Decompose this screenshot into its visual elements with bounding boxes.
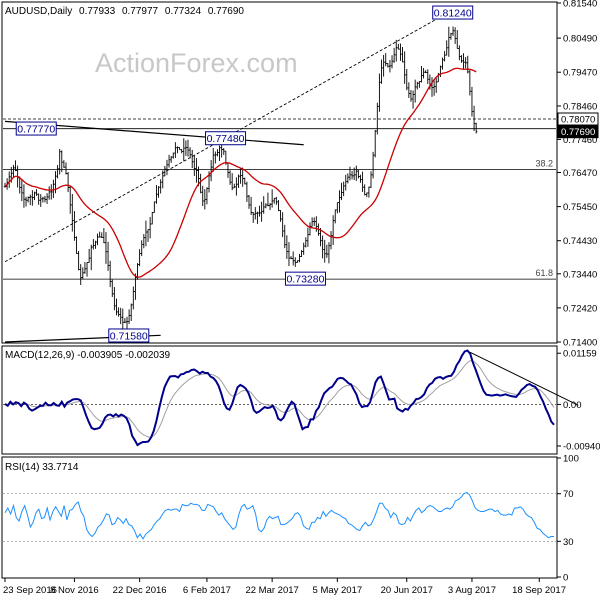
price-tag: 0.77690 (557, 125, 599, 139)
price-tick-label: 0.81540 (563, 0, 597, 10)
date-tick-label: 22 Dec 2016 (113, 585, 167, 596)
macd-panel-frame (1, 345, 558, 455)
price-annotation: 0.77480 (205, 131, 247, 146)
rsi-tick-label: 70 (563, 489, 574, 500)
date-tick-label: 3 Aug 2017 (448, 585, 496, 596)
price-tick-label: 0.78460 (563, 101, 597, 112)
price-tick-label: 0.79470 (563, 68, 597, 79)
watermark: ActionForex.com (95, 48, 298, 78)
price-tick-label: 0.74430 (563, 236, 597, 247)
ohlc-bars (3, 26, 478, 332)
date-tick-label: 8 Nov 2016 (50, 585, 99, 596)
rsi-title: RSI(14) 33.7714 (5, 462, 79, 473)
price-tick-label: 0.75450 (563, 202, 597, 213)
price-tick-label: 0.71400 (563, 338, 597, 349)
price-annotation: 0.77770 (15, 121, 57, 136)
macd-signal-line (4, 360, 555, 438)
macd-tick-label: 0.00 (563, 400, 582, 411)
price-tag-label: 0.77690 (561, 127, 595, 138)
date-tick-label: 23 Sep 2016 (3, 585, 57, 596)
annotation-label: 0.71580 (110, 330, 148, 342)
price-layer: 0.81240 0.77770 0.77480 0.73280 0.71580 38.2 6… (3, 5, 556, 343)
price-title: AUDUSD,Daily 0.77933 0.77977 0.77324 0.7… (5, 6, 244, 17)
macd-trendline (469, 351, 579, 406)
price-annotation: 0.81240 (432, 5, 474, 20)
rsi-tick-label: 30 (563, 537, 574, 548)
date-tick-label: 5 May 2017 (313, 585, 363, 596)
price-tag: 0.78070 (557, 112, 599, 126)
rsi-panel-frame (1, 456, 558, 579)
date-tick-label: 18 Sep 2017 (512, 585, 566, 596)
price-annotation: 0.73280 (284, 271, 326, 286)
macd-line (4, 349, 555, 447)
fib-level-label: 61.8 (535, 268, 553, 278)
rsi-tick-label: 100 (563, 454, 579, 465)
price-tag-label: 0.78070 (561, 115, 595, 126)
price-tick-label: 0.76470 (563, 168, 597, 179)
annotation-label: 0.73280 (286, 274, 324, 286)
ohlc-bar (474, 122, 478, 134)
rsi-line (4, 491, 554, 540)
fib-level-label: 38.2 (535, 158, 553, 168)
price-tick-label: 0.73440 (563, 269, 597, 280)
price-tick-label: 0.72420 (563, 303, 597, 314)
annotation-label: 0.81240 (434, 8, 472, 20)
date-tick-label: 20 Jun 2017 (381, 585, 433, 596)
macd-tick-label: -0.009408 (563, 441, 600, 452)
price-tick-label: 0.80490 (563, 34, 597, 45)
macd-title: MACD(12,26,9) -0.003905 -0.002039 (5, 350, 171, 361)
macd-tick-label: 0.01159 (563, 349, 597, 360)
moving-average-line (4, 67, 477, 278)
rsi-tick-label: 0 (563, 573, 568, 584)
axis-layer: 0.81540 0.80490 0.79470 0.78460 0.77460 0.764… (3, 0, 600, 596)
price-tick-label: 0.77460 (563, 135, 597, 146)
annotation-label: 0.77480 (207, 133, 245, 145)
annotation-label: 0.77770 (17, 124, 55, 136)
date-tick-label: 6 Feb 2017 (183, 585, 231, 596)
rsi-layer (3, 491, 556, 542)
price-annotation: 0.71580 (108, 328, 150, 343)
date-tick-label: 22 Mar 2017 (245, 585, 298, 596)
macd-layer (3, 349, 579, 447)
